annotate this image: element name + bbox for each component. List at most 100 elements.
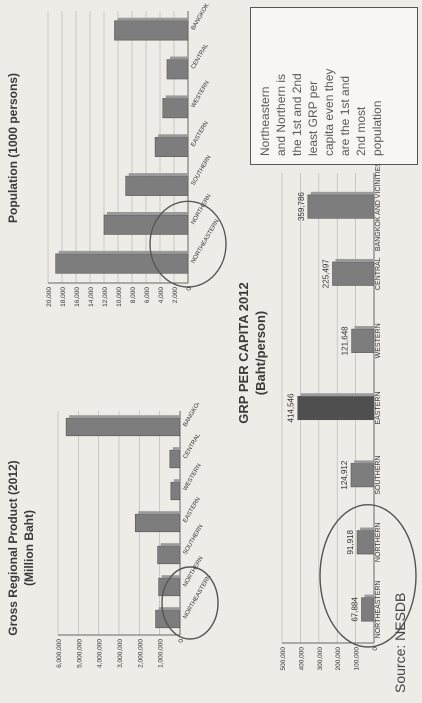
x-tick-label: SOUTHERN: [183, 524, 205, 556]
bar-side: [107, 212, 188, 215]
bar: [55, 253, 189, 274]
bar-side: [360, 527, 375, 531]
bar-side: [165, 95, 189, 99]
y-tick-label: 20,000: [46, 287, 53, 307]
population-chart: 20,000 18,000 16,000 14,000 12,000 10,000 8,00…: [46, 3, 234, 307]
bar: [103, 214, 189, 235]
x-tick-label: CENTRAL: [375, 257, 382, 290]
y-tick-label: 12,000: [102, 287, 109, 307]
y-tick-label: 0: [372, 647, 379, 651]
data-label: 91,918: [346, 530, 355, 555]
grp-chart-title: Gross Regional Product (2012): [6, 460, 20, 636]
grp-per-capita-title-block: GRP PER CAPITA 2012 (Baht/person): [236, 233, 270, 473]
bar-side: [335, 258, 374, 262]
bar: [134, 513, 181, 533]
x-tick-label: CENTRAL: [183, 432, 203, 460]
y-tick-label: 0: [186, 287, 193, 291]
bar-side: [128, 173, 188, 177]
x-tick-label: BANGKOK AND VICINITIES: [375, 163, 382, 251]
y-tick-label: 6,000: [144, 287, 151, 304]
bar-side: [138, 511, 181, 515]
note-box: Northeastern and Northern is the 1st and…: [250, 7, 418, 165]
highlight-ellipse: [149, 200, 227, 288]
bar: [350, 463, 375, 488]
bar-side: [69, 415, 181, 419]
bar: [158, 577, 181, 597]
bar: [356, 530, 375, 555]
note-line: are the 1st and: [338, 75, 352, 156]
bar-side: [310, 191, 374, 195]
bar-side: [354, 460, 374, 464]
bar-side: [364, 594, 375, 598]
bar: [351, 328, 375, 353]
y-tick-label: 2,000,000: [137, 639, 144, 668]
data-label: 124,912: [340, 460, 349, 489]
y-tick-label: 14,000: [88, 287, 95, 307]
x-tick-label: CENTRAL: [191, 42, 211, 70]
data-label: 359,786: [297, 192, 306, 221]
x-tick-label: EASTERN: [375, 391, 382, 424]
note-line: capita even they: [322, 68, 336, 156]
source-label: Source: NESDB: [392, 592, 408, 693]
note-line: the 1st and 2nd: [290, 73, 304, 156]
y-tick-label: 8,000: [130, 287, 137, 304]
bar: [307, 194, 375, 219]
x-tick-label: NORTHERN: [375, 523, 382, 563]
bar-side: [170, 56, 188, 60]
bar: [170, 481, 181, 501]
y-tick-label: 500,000: [280, 647, 287, 671]
y-tick-label: 4,000: [158, 287, 165, 304]
y-tick-label: 4,000,000: [97, 639, 104, 668]
x-tick-label: WESTERN: [191, 80, 211, 109]
data-label: 67,884: [351, 597, 360, 622]
y-tick-label: 6,000,000: [56, 639, 63, 668]
grp-per-capita-title: GRP PER CAPITA 2012: [236, 282, 251, 424]
x-tick-label: EASTERN: [183, 496, 202, 524]
y-tick-label: 300,000: [317, 647, 324, 671]
bar-side: [158, 134, 189, 138]
bar: [154, 136, 189, 158]
grp-chart-subtitle: (Million Baht): [21, 510, 36, 586]
y-tick-label: 10,000: [116, 287, 123, 307]
note-line: and Northern is: [274, 73, 288, 156]
x-tick-label: BANGKOK AND VICINITIES: [183, 403, 226, 428]
data-label: 225,497: [322, 259, 331, 288]
highlight-ellipse: [319, 504, 417, 648]
y-tick-label: 2,000: [172, 287, 179, 304]
x-tick-label: EASTERN: [191, 120, 210, 148]
bar-side: [58, 250, 189, 254]
note-line: least GRP per: [306, 80, 320, 156]
note-line: population: [370, 100, 384, 156]
y-tick-label: 16,000: [74, 287, 81, 307]
y-tick-label: 18,000: [60, 287, 67, 307]
data-label: 414,546: [287, 393, 296, 422]
bar: [169, 449, 181, 469]
bar-side: [354, 326, 374, 330]
grp-chart: 6,000,000 5,000,000 4,000,000 3,000,000 2,00…: [56, 403, 226, 668]
y-tick-label: 1,000,000: [158, 639, 165, 668]
y-tick-label: 400,000: [298, 647, 305, 671]
y-tick-label: 5,000,000: [76, 639, 83, 668]
bar-side: [300, 393, 375, 397]
note-line: 2nd most: [354, 106, 368, 156]
bar: [125, 175, 189, 196]
bar: [157, 545, 181, 565]
bar: [155, 609, 181, 629]
bar-side: [173, 479, 181, 483]
x-tick-label: NORTHERN: [191, 193, 213, 225]
y-tick-label: 100,000: [354, 647, 361, 671]
grp-chart-title-block: Gross Regional Product (2012) (Million B…: [6, 433, 37, 663]
y-tick-label: 3,000,000: [117, 639, 124, 668]
bar: [65, 417, 181, 437]
bar-side: [160, 543, 180, 547]
bar: [162, 98, 189, 119]
data-label: 121,648: [341, 326, 350, 355]
bar: [361, 597, 375, 622]
y-tick-label: 200,000: [335, 647, 342, 671]
bar: [114, 20, 189, 41]
bar-side: [172, 447, 180, 451]
bar-side: [117, 17, 188, 21]
bar: [332, 261, 375, 286]
